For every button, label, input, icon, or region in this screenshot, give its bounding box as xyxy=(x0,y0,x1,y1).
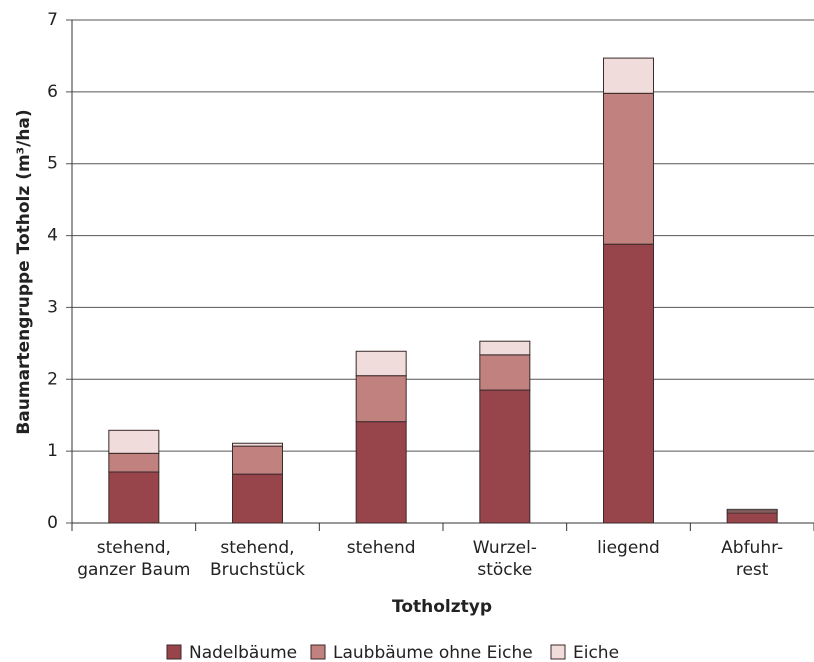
y-tick-label: 2 xyxy=(47,369,58,389)
x-tick-label: Abfuhr- rest xyxy=(721,538,784,580)
bar-segment xyxy=(108,429,160,454)
x-tick-label: stehend xyxy=(346,538,416,558)
y-tick-label: 4 xyxy=(47,226,58,246)
x-axis-title: Totholztyp xyxy=(392,597,492,617)
bar-segment xyxy=(355,421,407,524)
y-tick-label: 6 xyxy=(47,82,58,102)
bar-segment xyxy=(108,471,160,524)
bar-segment xyxy=(232,442,283,447)
legend-label: Nadelbäume xyxy=(189,643,297,662)
x-tick-label: stehend, ganzer Baum xyxy=(77,538,191,580)
x-tick-label: liegend xyxy=(597,538,660,558)
bar-segment xyxy=(355,375,407,423)
x-tick-label: Wurzel- stöcke xyxy=(472,538,537,580)
bar-segment xyxy=(726,508,778,512)
y-tick-label: 5 xyxy=(47,154,58,174)
y-axis-title: Baumartengruppe Totholz (m³/ha) xyxy=(14,109,34,434)
bar-segment xyxy=(479,389,531,524)
legend-swatch xyxy=(166,644,182,660)
x-tick-label: stehend, Bruchstück xyxy=(209,538,306,580)
y-tick-label: 0 xyxy=(47,513,58,533)
bar-segment xyxy=(232,473,283,524)
bar-segment xyxy=(603,243,654,524)
bar-segment xyxy=(108,452,160,473)
bar-segment xyxy=(726,512,778,524)
y-tick-label: 3 xyxy=(47,297,58,317)
bar-segment xyxy=(479,354,531,391)
bar-segment xyxy=(232,445,283,475)
legend-swatch xyxy=(550,644,566,660)
legend-swatch xyxy=(310,644,326,660)
y-tick-label: 7 xyxy=(47,10,58,30)
bar-segment xyxy=(479,340,531,356)
legend-label: Eiche xyxy=(573,643,619,662)
y-tick-label: 1 xyxy=(47,441,58,461)
legend-label: Laubbäume ohne Eiche xyxy=(333,643,533,662)
bar-segment xyxy=(603,92,654,245)
bar-segment xyxy=(355,350,407,377)
bar-segment xyxy=(603,57,654,94)
